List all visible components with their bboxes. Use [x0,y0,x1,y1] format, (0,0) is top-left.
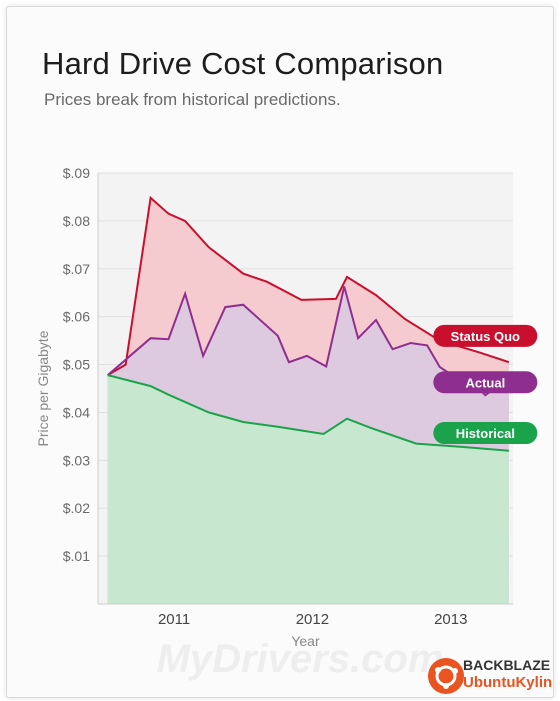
logo-dot [452,668,458,674]
series-label-text: Historical [456,426,515,441]
y-axis-label: Price per Gigabyte [35,330,51,446]
series-label-text: Status Quo [451,329,520,344]
y-tick-label: $.06 [63,309,90,325]
series-label: Actual [433,371,538,394]
y-tick-label: $.08 [63,213,90,229]
y-tick-label: $.04 [63,404,90,420]
x-tick-label: 2013 [434,611,467,628]
series-label-text: Actual [465,375,505,390]
historical-area [107,375,509,604]
y-tick-label: $.01 [63,548,90,564]
x-tick-label: 2011 [158,611,190,628]
watermark-text: MyDrivers.com [157,637,444,681]
ubuntukylin-logo [428,658,464,694]
x-tick-label: 2012 [296,611,329,628]
series-label: Status Quo [433,324,538,347]
series-label-pill [433,324,538,347]
y-tick-label: $.03 [63,452,90,468]
chart-subtitle: Prices break from historical predictions… [44,90,341,109]
series-label-pill [433,422,538,445]
y-tick-label: $.02 [63,500,90,516]
historical-line [107,374,509,452]
logo-dot [435,667,441,673]
y-tick-label: $.09 [63,165,90,181]
y-tick-label: $.05 [63,357,90,373]
brand-top-text: BACKBLAZE [463,657,550,673]
status-quo-line [107,195,510,376]
series-label-pill [433,371,538,394]
y-tick-label: $.07 [63,261,90,277]
brand-bottom-text: UbuntuKylin [463,674,552,691]
x-axis-label: Year [291,633,320,649]
logo-circle [428,658,464,694]
logo-dot [443,683,449,689]
chart-title: Hard Drive Cost Comparison [42,46,444,81]
series-label: Historical [433,422,538,445]
